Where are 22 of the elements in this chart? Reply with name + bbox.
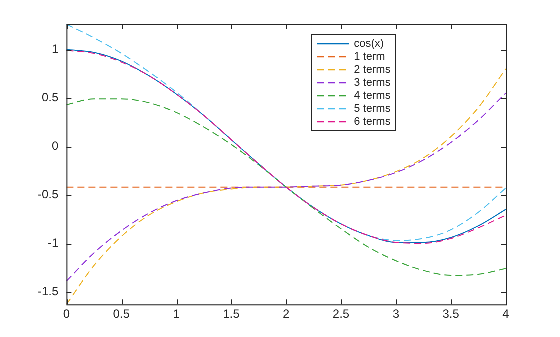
x-tick-label: 0 bbox=[63, 307, 70, 322]
y-tick-label: 1 bbox=[52, 42, 59, 56]
y-tick-label: 0.5 bbox=[42, 90, 59, 104]
x-tick-label: 0.5 bbox=[113, 307, 130, 322]
x-tick-label: 1.5 bbox=[223, 307, 240, 322]
legend-label: 5 terms bbox=[354, 102, 391, 114]
x-tick-label: 2.5 bbox=[332, 307, 350, 322]
legend-label: 1 term bbox=[354, 50, 386, 62]
y-tick-label: -1 bbox=[48, 236, 59, 250]
x-tick-label: 2 bbox=[282, 307, 290, 322]
x-tick-label: 1 bbox=[173, 307, 180, 322]
x-tick-label: 3 bbox=[392, 307, 400, 322]
legend-label: 2 terms bbox=[354, 64, 391, 76]
x-tick-label: 3.5 bbox=[442, 307, 460, 322]
legend-label: 4 terms bbox=[354, 90, 391, 102]
legend-label: cos(x) bbox=[354, 38, 384, 50]
legend-label: 6 terms bbox=[354, 116, 391, 128]
y-tick-label: -0.5 bbox=[38, 187, 59, 202]
x-tick-label: 4 bbox=[502, 307, 510, 322]
legend-label: 3 terms bbox=[354, 76, 391, 88]
y-tick-label: -1.5 bbox=[38, 284, 59, 298]
y-tick-label: 0 bbox=[52, 138, 59, 153]
